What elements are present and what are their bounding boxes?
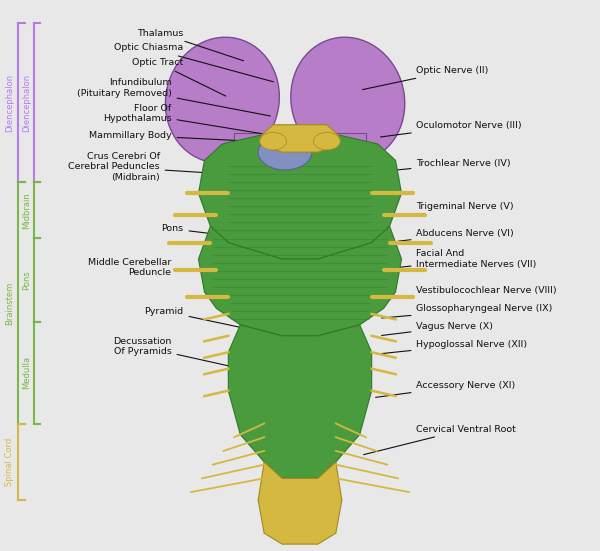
Text: Decussation
Of Pyramids: Decussation Of Pyramids (113, 337, 259, 372)
Text: Diencephalon: Diencephalon (22, 74, 31, 132)
Text: Thalamus: Thalamus (137, 29, 244, 61)
Text: Vagus Nerve (X): Vagus Nerve (X) (382, 322, 493, 336)
Polygon shape (229, 325, 371, 478)
Text: Trigeminal Nerve (V): Trigeminal Nerve (V) (398, 202, 514, 217)
Text: Middle Cerebellar
Peduncle: Middle Cerebellar Peduncle (88, 257, 223, 277)
Text: Optic Tract: Optic Tract (132, 58, 226, 96)
Ellipse shape (258, 134, 312, 170)
Ellipse shape (260, 132, 287, 150)
Polygon shape (235, 133, 365, 166)
Ellipse shape (166, 37, 280, 163)
Polygon shape (199, 226, 401, 336)
Text: Infundibulum
(Pituitary Removed): Infundibulum (Pituitary Removed) (77, 78, 271, 116)
Text: Mammillary Body: Mammillary Body (89, 131, 271, 142)
Text: Medulla: Medulla (22, 356, 31, 389)
Text: Optic Nerve (II): Optic Nerve (II) (362, 66, 489, 90)
Text: Facial And
Intermediate Nerves (VII): Facial And Intermediate Nerves (VII) (397, 250, 537, 269)
Polygon shape (199, 133, 401, 259)
Text: Oculomotor Nerve (III): Oculomotor Nerve (III) (380, 121, 522, 137)
Ellipse shape (313, 132, 340, 150)
Text: Pons: Pons (22, 270, 31, 290)
Text: Crus Cerebri Of
Cerebral Peduncles
(Midbrain): Crus Cerebri Of Cerebral Peduncles (Midb… (68, 152, 226, 182)
Text: Midbrain: Midbrain (22, 192, 31, 229)
Text: Optic Chiasma: Optic Chiasma (114, 44, 274, 82)
Text: Spinal Cord: Spinal Cord (5, 438, 14, 486)
Text: Trochlear Nerve (IV): Trochlear Nerve (IV) (386, 159, 511, 171)
Text: Cervical Ventral Root: Cervical Ventral Root (364, 424, 517, 455)
Text: Brainstem: Brainstem (5, 282, 14, 325)
Text: Hypoglossal Nerve (XII): Hypoglossal Nerve (XII) (382, 339, 527, 354)
Text: Accessory Nerve (XI): Accessory Nerve (XI) (376, 381, 516, 397)
Text: Pyramid: Pyramid (145, 307, 247, 328)
Polygon shape (261, 125, 339, 152)
Text: Vestibulocochlear Nerve (VIII): Vestibulocochlear Nerve (VIII) (388, 287, 557, 299)
Ellipse shape (291, 37, 405, 163)
Text: Floor Of
Hypothalamus: Floor Of Hypothalamus (103, 104, 262, 133)
Text: Pons: Pons (161, 224, 229, 236)
Polygon shape (258, 462, 342, 544)
Text: Abducens Nerve (VI): Abducens Nerve (VI) (398, 229, 514, 241)
Text: Diencephalon: Diencephalon (5, 74, 14, 132)
Text: Glossopharyngeal Nerve (IX): Glossopharyngeal Nerve (IX) (382, 305, 553, 318)
